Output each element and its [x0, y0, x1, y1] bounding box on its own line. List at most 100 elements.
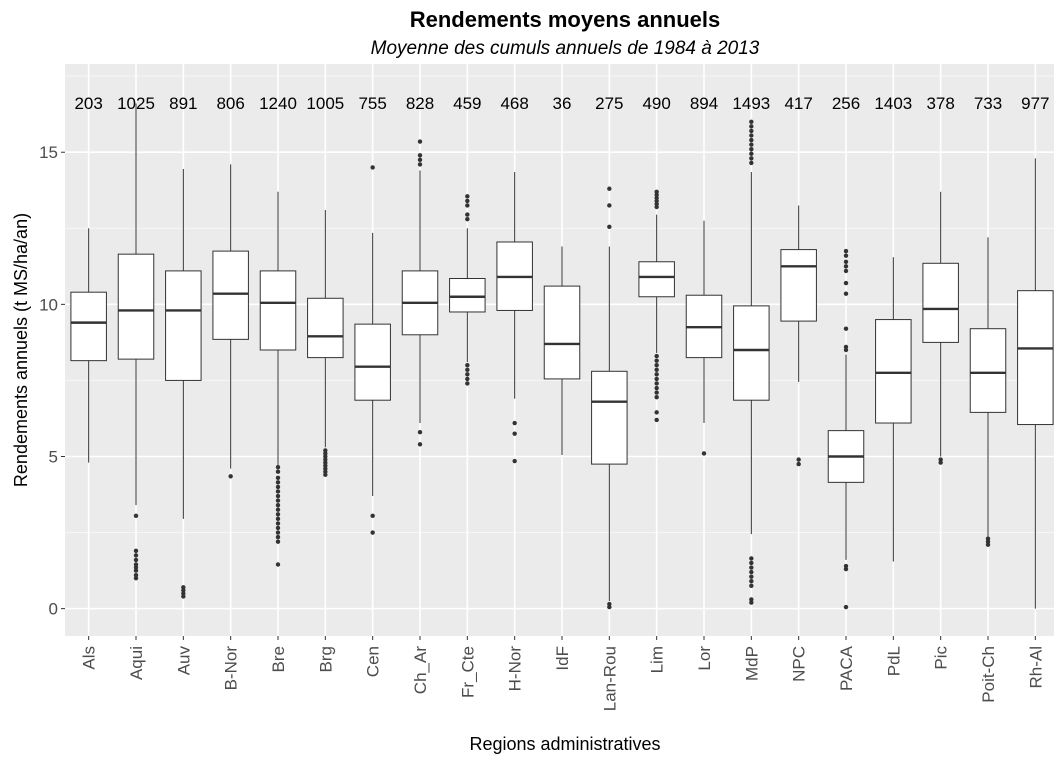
outlier-point — [133, 568, 139, 573]
y-axis-title: Rendements annuels (t MS/ha/an) — [11, 213, 31, 487]
outlier-point — [275, 530, 281, 535]
outlier-point — [654, 189, 659, 194]
outlier-point — [749, 160, 754, 166]
outlier-point — [465, 203, 470, 208]
count-labels: 203 1025 891 806 1240 1005 755 828 459 468 36 275 49… — [74, 94, 1049, 113]
outlier-point — [465, 198, 470, 204]
outlier-point — [417, 139, 423, 144]
count-label: 977 — [1021, 94, 1049, 113]
outlier-point — [843, 347, 849, 353]
x-tick-label: NPC — [790, 646, 809, 682]
outlier-point — [843, 253, 849, 258]
outlier-point — [181, 591, 186, 596]
outlier-point — [843, 268, 849, 274]
x-tick-label: Als — [80, 646, 99, 670]
iqr-box — [922, 262, 959, 343]
outlier-point — [843, 264, 849, 269]
outlier-point — [749, 600, 754, 605]
outlier-point — [749, 574, 754, 579]
iqr-box — [259, 270, 297, 351]
count-label: 468 — [500, 94, 528, 113]
outlier-point — [749, 556, 754, 561]
iqr-box — [117, 253, 155, 360]
outlier-point — [512, 458, 517, 464]
count-label: 490 — [642, 94, 670, 113]
iqr-box — [543, 285, 581, 380]
outlier-point — [749, 583, 754, 588]
x-tick-label: Poit-Ch — [979, 646, 998, 703]
outlier-point — [323, 454, 328, 459]
count-label: 256 — [832, 94, 860, 113]
outlier-point — [843, 259, 849, 264]
outlier-point — [654, 201, 659, 207]
outlier-point — [465, 372, 470, 377]
outlier-point — [275, 507, 281, 512]
outlier-point — [133, 553, 139, 558]
outlier-point — [654, 367, 659, 372]
outlier-point — [749, 146, 754, 152]
outlier-point — [654, 394, 659, 400]
outlier-point — [275, 498, 281, 503]
outlier-point — [607, 203, 612, 208]
outlier-point — [417, 157, 423, 163]
outlier-point — [323, 460, 328, 465]
y-axis-ticks: 0 5 10 15 — [39, 143, 65, 619]
x-axis-title: Regions administratives — [469, 734, 660, 754]
outlier-point — [181, 585, 186, 590]
outlier-point — [654, 198, 659, 204]
x-tick-label: Auv — [174, 646, 193, 676]
x-tick-label: Rh-Al — [1026, 646, 1045, 689]
outlier-point — [275, 480, 281, 485]
outlier-point — [654, 353, 659, 359]
count-label: 203 — [74, 94, 102, 113]
x-tick-label: MdP — [742, 646, 761, 681]
outlier-point — [417, 429, 423, 435]
outlier-point — [654, 390, 659, 395]
outlier-point — [417, 442, 423, 447]
count-label: 417 — [784, 94, 812, 113]
outlier-point — [654, 381, 659, 386]
outlier-point — [275, 534, 281, 540]
outlier-point — [843, 291, 849, 296]
outlier-point — [323, 466, 328, 471]
outlier-point — [465, 363, 470, 368]
count-label: 36 — [553, 94, 572, 113]
outlier-point — [701, 451, 707, 456]
outlier-point — [985, 536, 991, 541]
outlier-point — [417, 153, 423, 158]
outlier-point — [749, 560, 754, 566]
outlier-point — [275, 475, 281, 480]
outlier-point — [843, 248, 849, 254]
x-axis-ticks: Als Aqui Auv B-Nor Bre Brg Cen Ch_Ar Fr_Cte H-Nor… — [80, 636, 1045, 711]
count-label: 1005 — [306, 94, 344, 113]
outlier-point — [749, 137, 754, 143]
count-label: 755 — [358, 94, 386, 113]
count-label: 275 — [595, 94, 623, 113]
outlier-point — [654, 363, 659, 368]
outlier-point — [512, 431, 517, 436]
y-tick-label: 5 — [49, 447, 58, 466]
iqr-box — [875, 319, 912, 424]
y-tick-label: 0 — [49, 600, 58, 619]
x-tick-label: Aqui — [127, 646, 146, 680]
iqr-box — [591, 370, 628, 465]
iqr-box — [70, 291, 107, 362]
outlier-point — [133, 513, 139, 519]
count-label: 459 — [453, 94, 481, 113]
x-tick-label: PdL — [884, 646, 903, 676]
outlier-point — [275, 484, 281, 490]
outlier-point — [275, 516, 281, 522]
outlier-point — [370, 165, 375, 170]
outlier-point — [654, 358, 659, 363]
outlier-point — [465, 381, 470, 386]
iqr-box — [307, 297, 344, 359]
outlier-point — [275, 469, 281, 474]
outlier-point — [654, 195, 659, 201]
outlier-point — [465, 367, 470, 372]
outlier-point — [843, 566, 849, 572]
outlier-point — [843, 344, 849, 350]
count-label: 378 — [926, 94, 954, 113]
outlier-point — [370, 530, 375, 535]
outlier-point — [985, 539, 991, 544]
x-tick-label: Lor — [695, 646, 714, 671]
